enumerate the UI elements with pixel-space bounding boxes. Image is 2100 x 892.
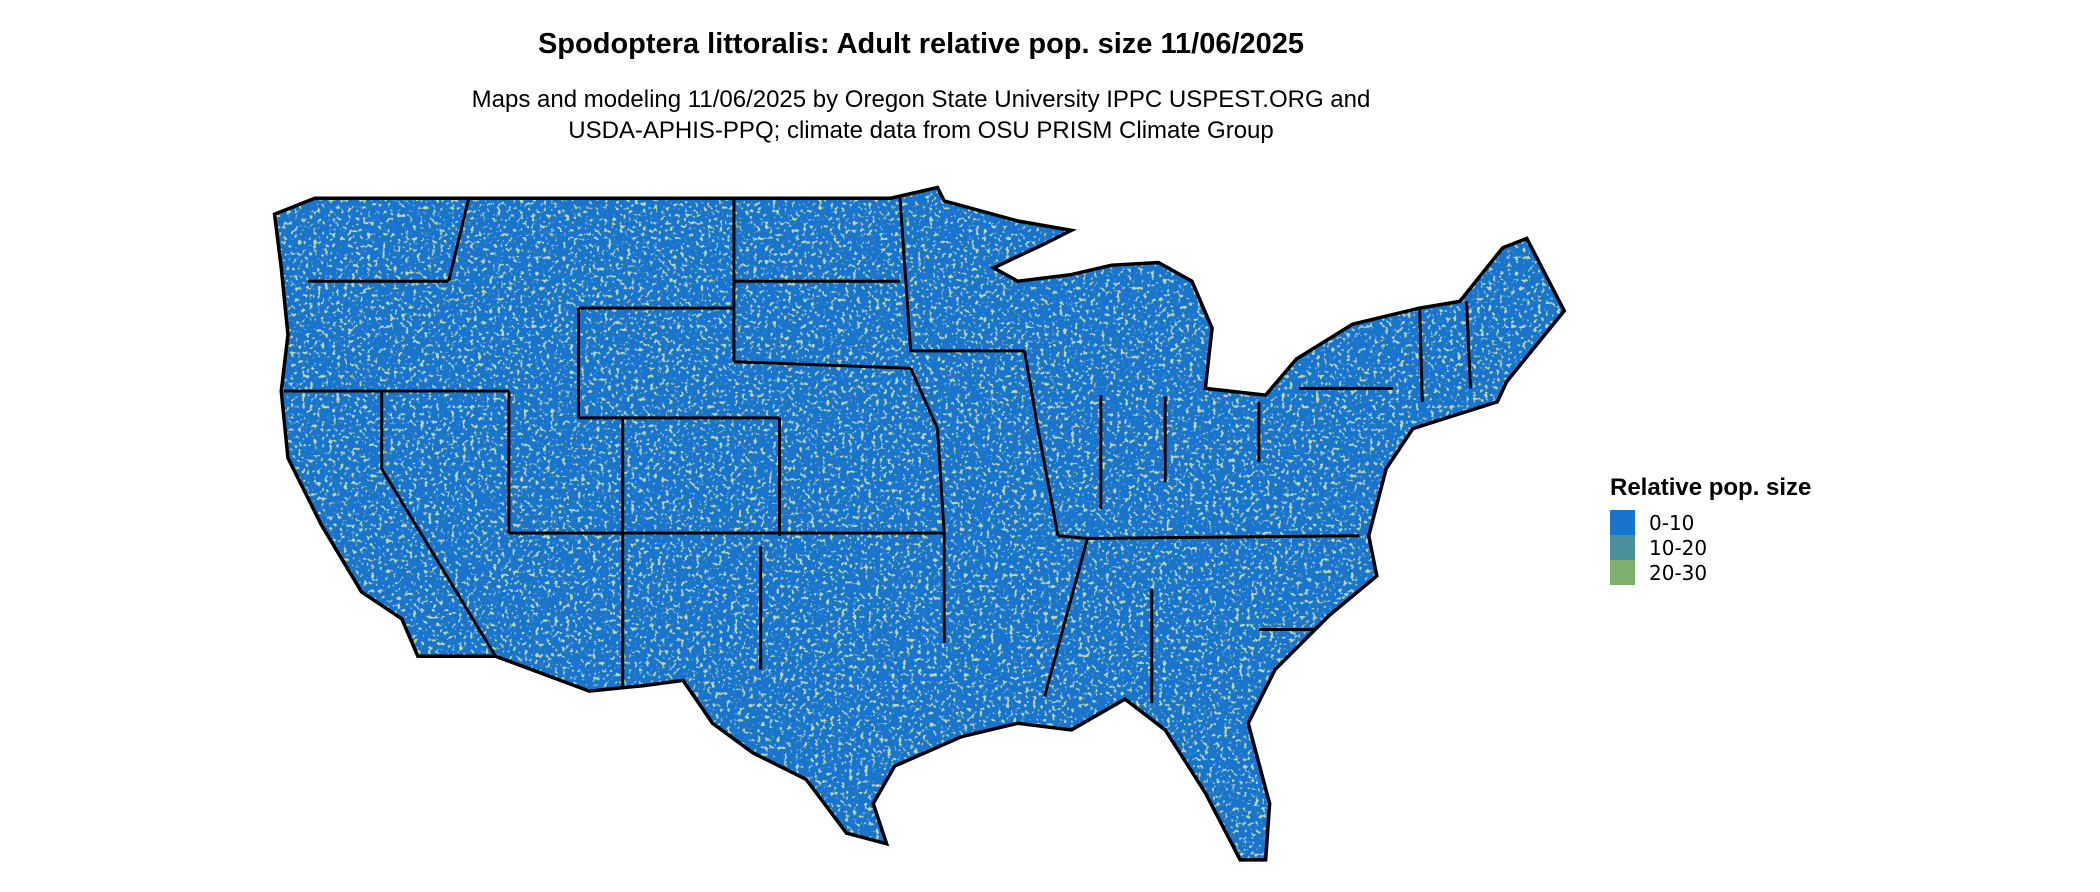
legend-item: 10-20 xyxy=(1610,535,1811,560)
state-border-line xyxy=(1023,350,1060,537)
state-border-line xyxy=(1465,301,1473,389)
legend-title: Relative pop. size xyxy=(1610,474,1812,501)
legend: Relative pop. size 0-10 10-20 20-30 xyxy=(1610,474,1811,585)
map-subtitle-line1: Maps and modeling 11/06/2025 by Oregon S… xyxy=(471,86,1371,113)
state-border-line xyxy=(898,198,1025,353)
state-border-line xyxy=(1043,538,1089,697)
legend-swatch xyxy=(1610,560,1635,585)
legend-item: 20-30 xyxy=(1610,560,1811,585)
state-border-line xyxy=(733,360,911,370)
legend-item: 0-10 xyxy=(1610,510,1811,535)
state-border-line xyxy=(380,391,497,658)
state-borders xyxy=(283,197,1473,704)
population-speckle-layer xyxy=(274,187,1565,860)
national-border xyxy=(272,185,1567,862)
legend-swatch xyxy=(1610,510,1635,535)
legend-label: 0-10 xyxy=(1649,510,1695,535)
legend-label: 10-20 xyxy=(1649,535,1708,560)
map-subtitle-line2: USDA-APHIS-PPQ; climate data from OSU PR… xyxy=(568,117,1274,144)
state-border-line xyxy=(909,367,946,534)
legend-label: 20-30 xyxy=(1649,560,1708,585)
legend-swatch xyxy=(1610,535,1635,560)
state-border-line xyxy=(1418,308,1424,402)
map-title: Spodoptera littoralis: Adult relative po… xyxy=(537,28,1305,60)
state-border-line xyxy=(447,197,471,282)
